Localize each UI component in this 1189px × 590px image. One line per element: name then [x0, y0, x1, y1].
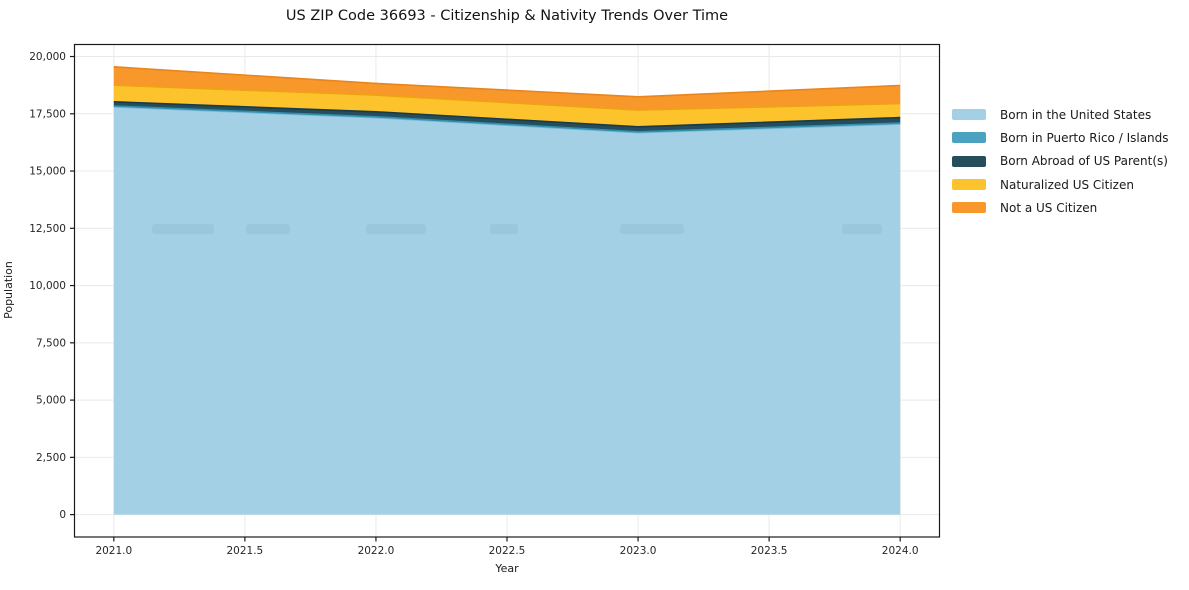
legend-item: Born Abroad of US Parent(s)	[952, 150, 1169, 173]
watermark-smudge	[246, 224, 290, 234]
y-tick-label: 17,500	[29, 108, 66, 120]
y-tick-label: 12,500	[29, 223, 66, 235]
x-tick-label: 2021.5	[227, 545, 264, 557]
legend-item: Born in Puerto Rico / Islands	[952, 126, 1169, 149]
legend: Born in the United States Born in Puerto…	[952, 103, 1169, 219]
area-edge-line	[113, 84, 901, 111]
y-tick-label: 0	[59, 509, 66, 521]
y-tick-label: 15,000	[29, 166, 66, 178]
y-tick-label: 7,500	[36, 337, 66, 349]
area-not-a-us-citizen	[113, 66, 901, 111]
area-naturalized-us-citizen	[113, 85, 901, 127]
area-edge-line	[113, 105, 901, 133]
legend-swatch-born-in-us	[952, 109, 986, 121]
legend-swatch-naturalized	[952, 179, 986, 191]
area-edge-line	[113, 66, 901, 98]
watermark-smudge	[490, 224, 518, 234]
area-edge-line	[113, 101, 901, 128]
legend-item: Naturalized US Citizen	[952, 173, 1169, 196]
y-axis-label: Population	[2, 261, 15, 319]
watermark-smudge	[152, 224, 214, 234]
area-edge-line	[113, 106, 901, 134]
x-tick-label: 2023.0	[620, 545, 657, 557]
watermark-smudge	[366, 224, 426, 234]
y-tick-label: 2,500	[36, 452, 66, 464]
area-born-in-the-united-states	[113, 106, 901, 515]
legend-swatch-born-in-puerto-rico	[952, 132, 986, 144]
y-tick-label: 20,000	[29, 51, 66, 63]
legend-label: Not a US Citizen	[1000, 200, 1098, 215]
y-tick-label: 5,000	[36, 395, 66, 407]
x-tick-label: 2022.5	[489, 545, 526, 557]
legend-item: Not a US Citizen	[952, 196, 1169, 219]
x-tick-label: 2021.0	[95, 545, 132, 557]
x-tick-label: 2022.0	[358, 545, 395, 557]
x-axis-label: Year	[495, 562, 519, 575]
legend-swatch-not-citizen	[952, 202, 986, 214]
x-tick-label: 2024.0	[882, 545, 919, 557]
legend-item: Born in the United States	[952, 103, 1169, 126]
watermark-smudge	[620, 224, 684, 234]
x-tick-label: 2023.5	[751, 545, 788, 557]
y-tick-label: 10,000	[29, 280, 66, 292]
legend-label: Born Abroad of US Parent(s)	[1000, 154, 1168, 169]
legend-label: Born in the United States	[1000, 107, 1152, 122]
watermark-smudge	[842, 224, 882, 234]
legend-label: Naturalized US Citizen	[1000, 177, 1134, 192]
legend-swatch-born-abroad	[952, 155, 986, 167]
legend-label: Born in Puerto Rico / Islands	[1000, 130, 1169, 145]
chart-title: US ZIP Code 36693 - Citizenship & Nativi…	[285, 8, 729, 24]
